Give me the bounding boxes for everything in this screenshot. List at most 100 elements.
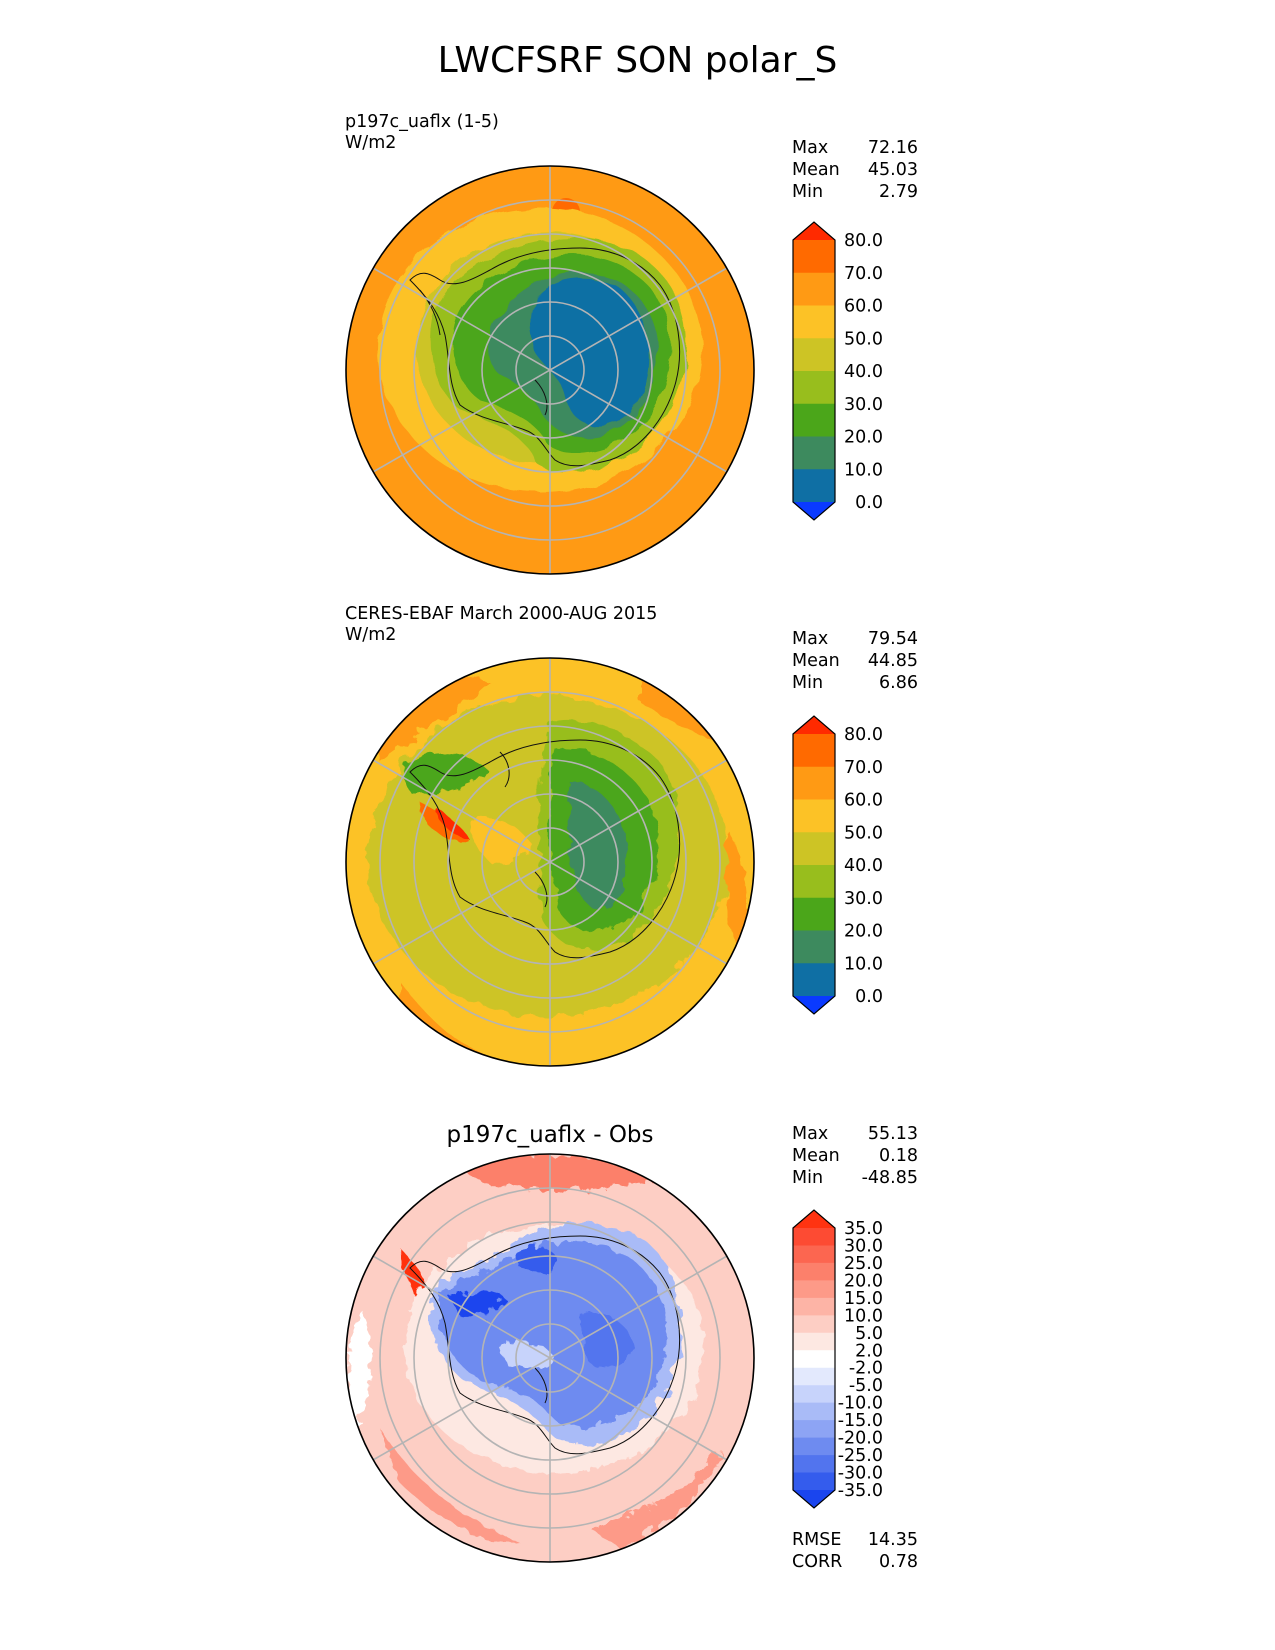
stat-label: Mean: [792, 160, 840, 180]
field-band-80plus: [435, 807, 470, 840]
colorbar-tick-label: -2.0: [849, 1359, 883, 1379]
panel-3-map-boundary: [345, 1153, 755, 1563]
colorbar-tick-label: 30.0: [844, 889, 883, 909]
colorbar-tick-label: 80.0: [844, 725, 883, 745]
field-band-near-zero: [348, 1308, 372, 1428]
colorbar-swatch: [793, 1280, 835, 1299]
colorbar-tick-label: 10.0: [844, 954, 883, 974]
panel-1-units: W/m2: [345, 133, 397, 153]
colorbar-swatch: [793, 502, 835, 520]
colorbar-swatch: [793, 1490, 835, 1508]
colorbar-tick-label: -35.0: [838, 1481, 883, 1501]
metric-label: CORR: [792, 1552, 843, 1572]
colorbar-swatch: [793, 1367, 835, 1386]
stat-label: Min: [792, 182, 824, 202]
stat-label: Min: [792, 1168, 824, 1188]
stat-label: Min: [792, 673, 824, 693]
panel-2-map: [345, 657, 755, 1067]
colorbar-tick-label: 2.0: [855, 1341, 883, 1361]
field-band-neg35: [450, 1290, 505, 1317]
colorbar-swatch: [793, 897, 835, 932]
colorbar-tick-label: 60.0: [844, 791, 883, 811]
colorbar-tick-label: -30.0: [838, 1464, 883, 1484]
panel-2-stats: Max 79.54 Mean 44.85 Min 6.86: [792, 628, 918, 694]
colorbar-tick-label: 70.0: [844, 264, 883, 284]
colorbar-tick-label: 40.0: [844, 856, 883, 876]
stat-value: -48.85: [861, 1168, 918, 1188]
panel-3-map: [345, 1153, 755, 1563]
colorbar-swatch: [793, 1472, 835, 1491]
colorbar-swatch: [793, 716, 835, 734]
panel-1-coastline: [409, 247, 681, 467]
colorbar-swatch: [793, 1420, 835, 1439]
field-band-neg20-neg25: [440, 1241, 667, 1428]
panel-1-graticule: [372, 166, 728, 574]
panel-2-title-line-1: CERES-EBAF March 2000-AUG 2015: [345, 604, 658, 624]
panel-1-title: p197c_uaflx (1-5) W/m2: [345, 112, 499, 154]
colorbar-swatch: [793, 1437, 835, 1456]
stat-value: 55.13: [867, 1124, 918, 1144]
panel-1-map-boundary: [345, 165, 755, 575]
colorbar-outline: [792, 1209, 836, 1509]
panel-2-colorbar-labels: 80.0 70.0 60.0 50.0 40.0 30.0 20.0 10.0 0.0: [844, 725, 883, 1007]
colorbar-swatch: [793, 338, 835, 372]
colorbar-swatch: [793, 1245, 835, 1264]
colorbar-tick-label: 20.0: [844, 922, 883, 942]
colorbar-tick-label: -25.0: [838, 1446, 883, 1466]
colorbar-swatch: [793, 1228, 835, 1247]
colorbar-outline: [792, 221, 836, 521]
stat-value: 45.03: [867, 160, 918, 180]
colorbar-tick-label: 30.0: [844, 395, 883, 415]
stat-value: 72.16: [867, 138, 918, 158]
panel-2-colorbar: 80.0 70.0 60.0 50.0 40.0 30.0 20.0 10.0 0.0: [792, 715, 883, 1015]
colorbar-tick-label: -15.0: [838, 1411, 883, 1431]
panel-3-title: p197c_uaflx - Obs: [446, 1122, 654, 1148]
colorbar-swatch: [793, 305, 835, 339]
field-band-10-20: [567, 782, 628, 910]
panel-1-map: [345, 165, 755, 575]
stat-value: 0.18: [879, 1146, 918, 1166]
colorbar-swatch: [793, 371, 835, 405]
figure-title: LWCFSRF SON polar_S: [437, 40, 838, 81]
colorbar-swatch: [793, 1297, 835, 1316]
field-band-neg30-neg35: [515, 1247, 560, 1271]
field-band-15-20: [460, 1154, 660, 1190]
colorbar-swatch: [793, 1332, 835, 1351]
panel-3-colorbar-labels: 35.030.025.020.015.010.05.02.0-2.0-5.0-1…: [838, 1219, 883, 1501]
colorbar-swatch: [793, 930, 835, 964]
colorbar-tick-label: 25.0: [844, 1254, 883, 1274]
colorbar-swatch: [793, 734, 835, 768]
colorbar-swatch: [793, 1210, 835, 1228]
field-high-patch: [950, 214, 982, 246]
panel-1-colorbar-labels: 80.0 70.0 60.0 50.0 40.0 30.0 20.0 10.0 0.0: [844, 231, 883, 513]
colorbar-tick-label: 15.0: [844, 1289, 883, 1309]
colorbar-tick-label: 10.0: [844, 460, 883, 480]
colorbar-swatch: [793, 1385, 835, 1404]
panel-2-graticule: [372, 658, 728, 1066]
panel-1-colorbar-swatches: [792, 221, 836, 521]
colorbar-tick-label: 70.0: [844, 758, 883, 778]
field-band-10-15: [590, 1448, 720, 1548]
colorbar-tick-label: 30.0: [844, 1236, 883, 1256]
stat-value: 2.79: [879, 182, 918, 202]
stat-value: 79.54: [867, 629, 918, 649]
colorbar-swatch: [793, 222, 835, 240]
panel-3-coastline: [409, 1235, 681, 1455]
panel-3-graticule: [372, 1154, 728, 1562]
colorbar-swatch: [793, 240, 835, 274]
colorbar-swatch: [793, 832, 835, 866]
field-band-10-15: [380, 1428, 520, 1544]
colorbar-swatch: [793, 436, 835, 470]
panel-1-stats: Max 72.16 Mean 45.03 Min 2.79: [792, 137, 918, 203]
colorbar-swatch: [793, 799, 835, 833]
field-band-35plus: [400, 1248, 427, 1308]
colorbar-tick-label: -20.0: [838, 1429, 883, 1449]
colorbar-tick-label: -10.0: [838, 1394, 883, 1414]
colorbar-swatch: [793, 1350, 835, 1369]
field-band-20-30: [400, 753, 490, 792]
stat-value: 6.86: [879, 673, 918, 693]
colorbar-outline: [792, 715, 836, 1015]
colorbar-swatch: [793, 996, 835, 1014]
colorbar-tick-label: 0.0: [855, 987, 883, 1007]
panel-3-metrics: RMSE 14.35 CORR 0.78: [792, 1529, 918, 1573]
